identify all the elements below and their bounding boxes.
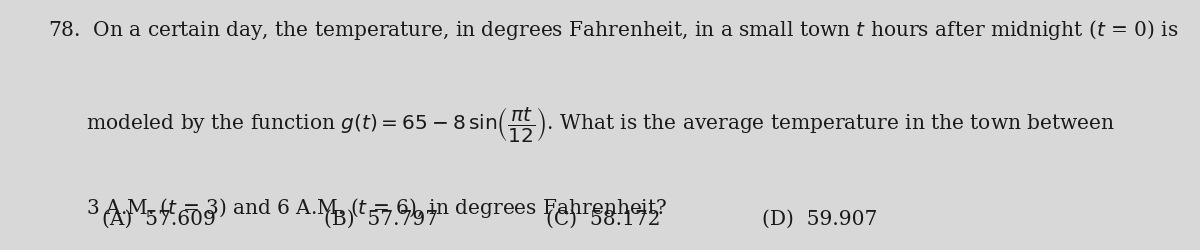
Text: 78.  On a certain day, the temperature, in degrees Fahrenheit, in a small town $: 78. On a certain day, the temperature, i… — [48, 18, 1178, 42]
Text: (A)  57.609: (A) 57.609 — [102, 208, 216, 228]
Text: (C)  58.172: (C) 58.172 — [546, 208, 660, 228]
Text: (B)  57.797: (B) 57.797 — [324, 208, 438, 228]
Text: (D)  59.907: (D) 59.907 — [762, 208, 877, 228]
Text: modeled by the function $g(t) = 65 - 8\,\sin\!\left(\dfrac{\pi t}{12}\right)$. W: modeled by the function $g(t) = 65 - 8\,… — [48, 105, 1115, 144]
Text: 3 A.M. ($t$ = 3) and 6 A.M. ($t$ = 6), in degrees Fahrenheit?: 3 A.M. ($t$ = 3) and 6 A.M. ($t$ = 6), i… — [48, 195, 667, 219]
